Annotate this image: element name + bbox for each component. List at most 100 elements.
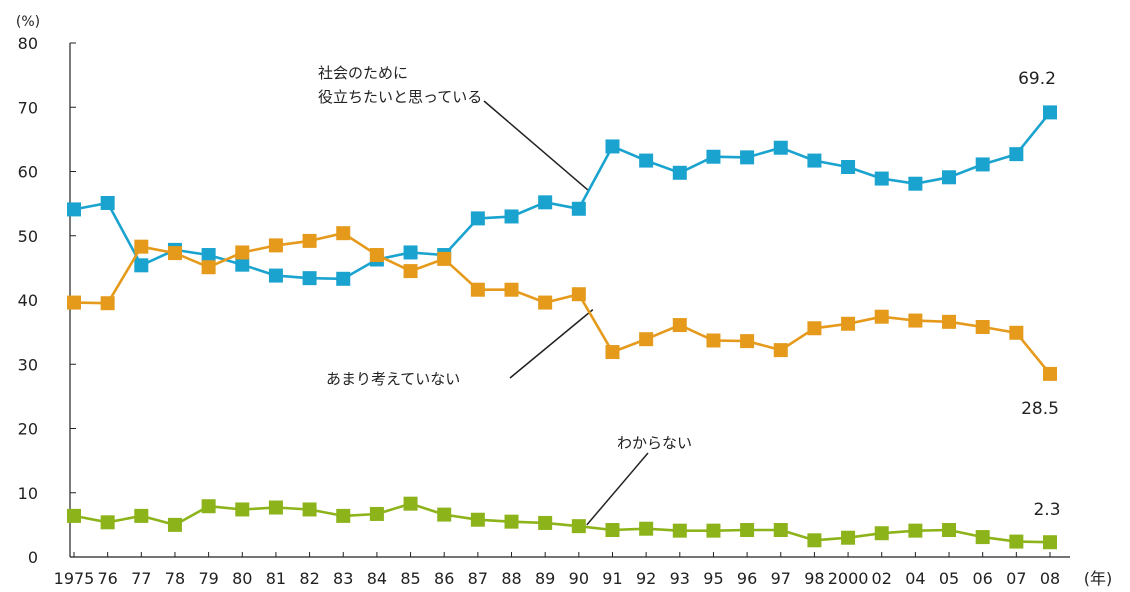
series-1-marker [201, 248, 216, 263]
x-tick-label: 97 [771, 569, 791, 588]
x-tick-label: 79 [198, 569, 218, 588]
series-1-marker [302, 271, 317, 286]
series-3-marker [975, 530, 990, 545]
x-tick-label: 02 [872, 569, 892, 588]
series-2-marker [302, 233, 317, 248]
series-2-marker [706, 333, 721, 348]
y-axis: 0 10 20 30 40 50 60 70 80 (%) [16, 14, 76, 567]
x-tick-label: 1975 [54, 569, 95, 588]
x-tick-label: 76 [97, 569, 117, 588]
series-3-marker [1009, 534, 1024, 549]
series-1-marker [1009, 147, 1024, 162]
series-1-marker [942, 170, 957, 185]
series-1-marker [908, 176, 923, 191]
series-3-marker [369, 506, 384, 521]
y-tick-label: 70 [18, 98, 38, 117]
series-1-marker [672, 165, 687, 180]
series-3-marker [167, 517, 182, 532]
x-tick-label: 95 [703, 569, 723, 588]
y-tick-label: 50 [18, 227, 38, 246]
series-2-marker [639, 332, 654, 347]
series-3-marker [538, 515, 553, 530]
series-2-marker [100, 296, 115, 311]
series-1-marker [1043, 105, 1057, 120]
series-2-marker [268, 238, 283, 253]
series-2-marker [134, 239, 149, 254]
series-line-1 [73, 111, 1052, 281]
x-axis-unit-label: (年) [1084, 569, 1113, 588]
series-line-2 [73, 231, 1052, 375]
series-3-marker [672, 523, 687, 538]
series-3-marker [336, 508, 351, 523]
series-3-marker [403, 496, 418, 511]
series-3-marker [437, 507, 452, 522]
x-tick-label: 88 [501, 569, 521, 588]
series-2-marker [571, 287, 586, 302]
series-3-marker [100, 515, 115, 530]
series-3-marker [1043, 535, 1057, 550]
x-tick-label: 06 [973, 569, 993, 588]
y-tick-label: 30 [18, 355, 38, 374]
x-tick-label: 83 [333, 569, 353, 588]
series-2-marker [201, 260, 216, 275]
series-2-marker [504, 282, 519, 297]
series-1-marker [605, 139, 620, 154]
series-1-marker [874, 171, 889, 186]
series-1-marker [100, 195, 115, 210]
series-3-marker [201, 499, 216, 514]
series-3-marker [807, 533, 822, 548]
series-2-marker [470, 282, 485, 297]
x-tick-label: 78 [165, 569, 185, 588]
series-3-marker [605, 523, 620, 538]
series-3-marker [268, 500, 283, 515]
series-1-marker [134, 258, 149, 273]
x-tick-label: 96 [737, 569, 757, 588]
series-line-3 [73, 502, 1051, 544]
series-3-marker [504, 514, 519, 529]
series-2-marker [235, 245, 250, 260]
series-3-marker [134, 508, 149, 523]
x-tick-label: 98 [804, 569, 824, 588]
x-tick-label: 08 [1040, 569, 1060, 588]
leader-line-series-2 [509, 309, 594, 379]
x-axis: 1975 76 77 78 79 80 81 82 83 84 85 86 87 88 89 90 91 92 93… [54, 552, 1113, 588]
y-tick-label: 60 [18, 163, 38, 182]
series-2-marker [740, 334, 755, 349]
y-tick-label: 40 [18, 291, 38, 310]
series-2-marker [807, 321, 822, 336]
series-1-marker [975, 157, 990, 172]
series-1-marker [639, 153, 654, 168]
series-2-label: あまり考えていない [326, 370, 460, 388]
series-3-marker [706, 523, 721, 538]
series-2-marker [369, 248, 384, 263]
series-3-marker [639, 521, 654, 536]
series-3-marker [302, 502, 317, 517]
x-tick-label: 2000 [828, 569, 869, 588]
series-1-marker [841, 160, 856, 175]
x-tick-label: 80 [232, 569, 252, 588]
series-2-marker [167, 246, 182, 261]
series-3-marker [470, 512, 485, 527]
series-2-marker [403, 264, 418, 279]
leader-line-series-1 [483, 100, 590, 192]
series-1-marker [268, 268, 283, 283]
x-tick-label: 77 [131, 569, 151, 588]
leader-line-series-3 [586, 452, 649, 526]
series-2-marker [672, 318, 687, 333]
series-1-marker [235, 257, 250, 272]
series-1-marker [538, 195, 553, 210]
series-2-marker [1009, 325, 1024, 340]
series-2-marker [1043, 366, 1057, 381]
series-2-end-label: 28.5 [1021, 399, 1059, 419]
y-axis-unit-label: (%) [16, 14, 40, 30]
series-3-marker [908, 523, 923, 538]
series-1-end-label: 69.2 [1018, 69, 1056, 89]
series-2-marker [908, 313, 923, 328]
series-3-marker [571, 519, 586, 534]
x-tick-label: 04 [905, 569, 925, 588]
series-2-marker [975, 319, 990, 334]
y-tick-label: 10 [18, 484, 38, 503]
series-1-marker [571, 201, 586, 216]
